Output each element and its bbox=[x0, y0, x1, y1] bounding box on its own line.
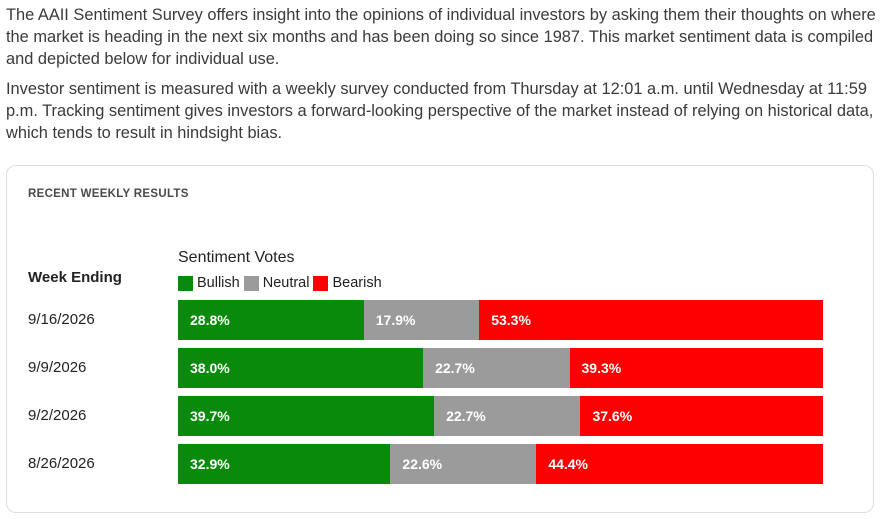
bar-segment-neutral: 22.6% bbox=[390, 444, 537, 484]
legend-swatch-bullish bbox=[178, 275, 193, 291]
legend-swatch-neutral bbox=[243, 275, 259, 291]
week-ending-header: Week Ending bbox=[28, 269, 122, 286]
week-ending-label: 9/2/2026 bbox=[28, 407, 87, 424]
legend-label-neutral: Neutral bbox=[262, 275, 310, 291]
bar-segment-bearish: 44.4% bbox=[536, 444, 823, 484]
week-ending-label: 8/26/2026 bbox=[28, 455, 95, 472]
legend-label-bullish: Bullish bbox=[197, 275, 240, 291]
legend-item-bullish: Bullish bbox=[178, 275, 240, 291]
sentiment-bar: 28.8% 17.9% 53.3% bbox=[178, 300, 823, 340]
recent-weekly-results-card: RECENT WEEKLY RESULTS Sentiment Votes Bu… bbox=[6, 165, 874, 513]
intro-paragraph-1: The AAII Sentiment Survey offers insight… bbox=[6, 6, 876, 68]
legend-item-neutral: Neutral bbox=[243, 275, 310, 291]
chart-title: Sentiment Votes bbox=[178, 249, 295, 266]
legend: Bullish Neutral Bearish bbox=[178, 275, 386, 291]
bar-segment-bullish: 32.9% bbox=[178, 444, 391, 484]
bar-segment-bearish: 37.6% bbox=[580, 396, 823, 436]
bar-segment-bullish: 39.7% bbox=[178, 396, 435, 436]
week-ending-label: 9/16/2026 bbox=[28, 311, 95, 328]
legend-item-bearish: Bearish bbox=[313, 275, 382, 291]
bar-segment-bullish: 28.8% bbox=[178, 300, 364, 340]
bar-segment-neutral: 22.7% bbox=[434, 396, 581, 436]
intro-text: The AAII Sentiment Survey offers insight… bbox=[6, 4, 878, 152]
intro-paragraph-2: Investor sentiment is measured with a we… bbox=[6, 80, 874, 142]
bar-segment-bearish: 53.3% bbox=[479, 300, 823, 340]
bar-segment-bearish: 39.3% bbox=[569, 348, 823, 388]
sentiment-bar: 32.9% 22.6% 44.4% bbox=[178, 444, 823, 484]
bar-segment-neutral: 22.7% bbox=[423, 348, 570, 388]
legend-label-bearish: Bearish bbox=[332, 275, 382, 291]
bar-segment-bullish: 38.0% bbox=[178, 348, 424, 388]
sentiment-bar: 38.0% 22.7% 39.3% bbox=[178, 348, 823, 388]
sentiment-bar: 39.7% 22.7% 37.6% bbox=[178, 396, 823, 436]
week-ending-label: 9/9/2026 bbox=[28, 359, 87, 376]
legend-swatch-bearish bbox=[313, 275, 329, 291]
bar-segment-neutral: 17.9% bbox=[363, 300, 480, 340]
card-title: RECENT WEEKLY RESULTS bbox=[28, 188, 189, 200]
